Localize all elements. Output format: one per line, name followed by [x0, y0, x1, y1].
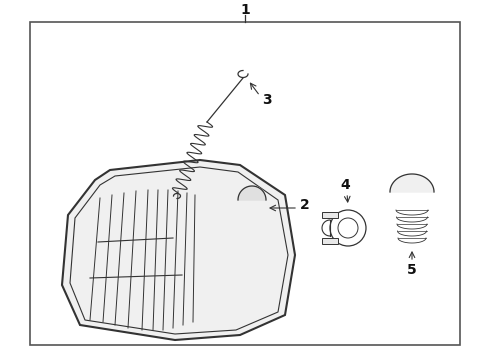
- Bar: [322, 212, 338, 218]
- Polygon shape: [62, 160, 295, 340]
- Text: 5: 5: [407, 263, 417, 277]
- Text: 4: 4: [340, 178, 350, 192]
- Bar: [322, 238, 338, 244]
- Text: 2: 2: [300, 198, 310, 212]
- Bar: [30, 22, 460, 345]
- Polygon shape: [390, 174, 434, 192]
- Polygon shape: [238, 186, 266, 200]
- Text: 3: 3: [262, 93, 271, 107]
- Text: 1: 1: [240, 3, 250, 17]
